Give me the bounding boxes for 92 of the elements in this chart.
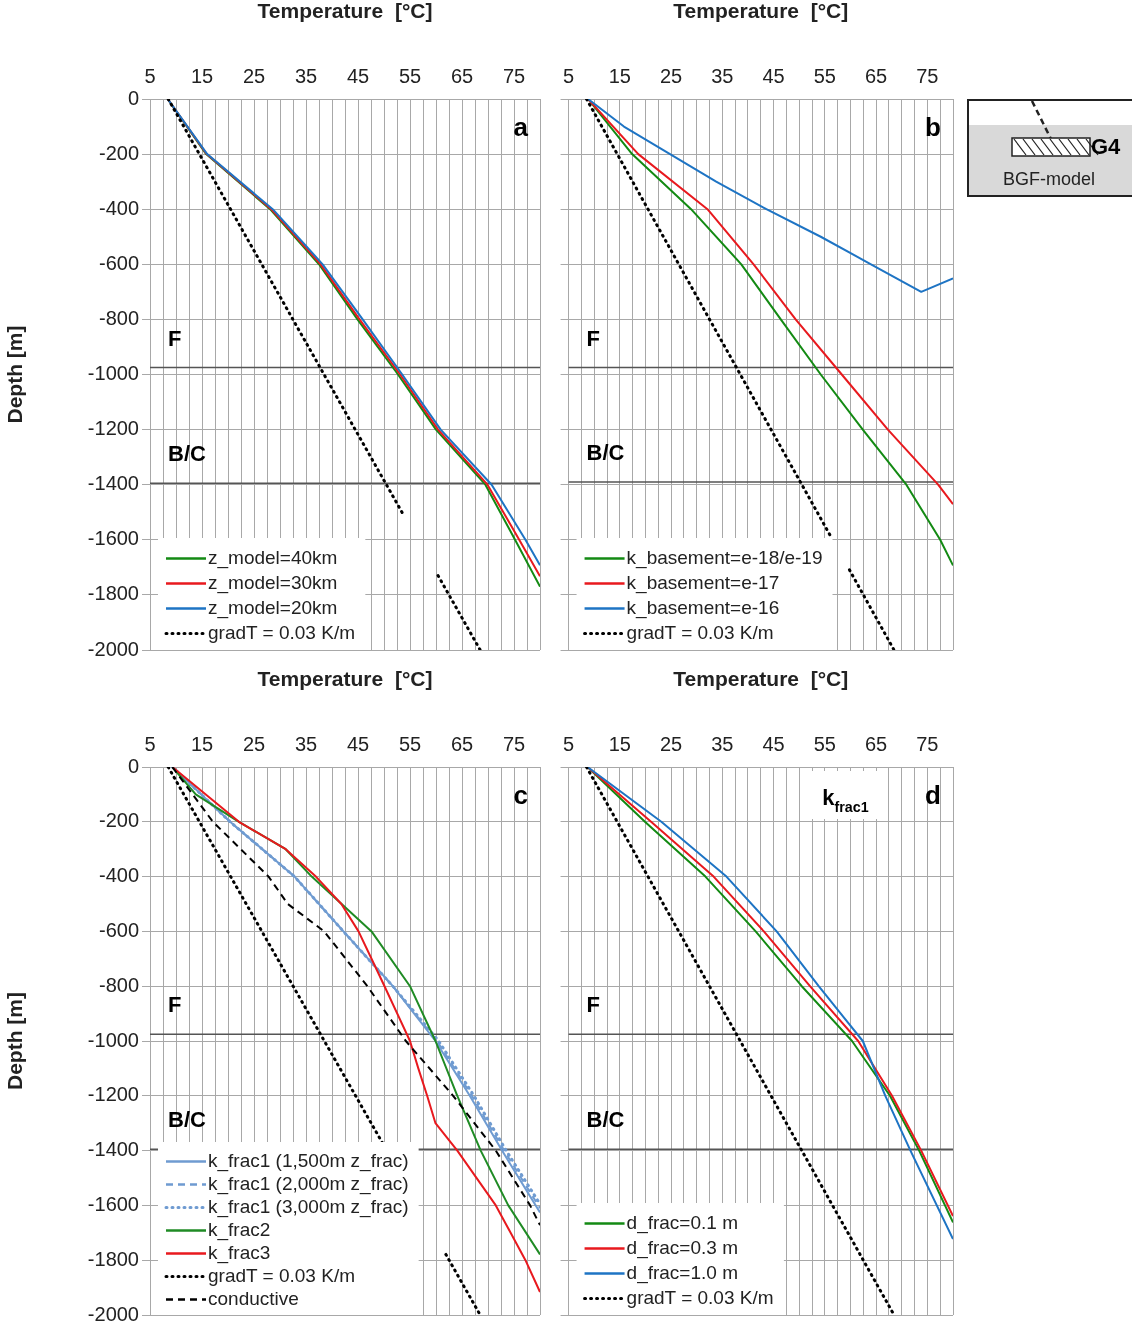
y-tick-label: -200: [98, 141, 139, 164]
x-tick-label: 35: [711, 64, 734, 87]
x-tick-label: 5: [144, 64, 156, 87]
x-axis-title: Temperature [°C]: [257, 0, 433, 23]
legend-label: k_frac2: [208, 1218, 271, 1241]
annotation: a: [513, 112, 529, 142]
x-axis-title: Temperature [°C]: [673, 667, 849, 691]
legend-label: k_basement=e-16: [626, 596, 780, 619]
x-axis-title: Temperature [°C]: [257, 667, 433, 691]
annotation: d: [925, 780, 942, 810]
legend-label: k_basement=e-18/e-19: [626, 546, 823, 569]
ref-line-label: B/C: [586, 1107, 625, 1133]
ref-line-label: B/C: [168, 441, 206, 467]
cross-section-sketch: G4 BGF-model: [967, 99, 1132, 197]
legend-label: k_frac1 (1,500m z_frac): [208, 1149, 409, 1172]
ref-line-label: F: [168, 992, 182, 1018]
x-tick-label: 15: [190, 732, 214, 755]
annotation: b: [925, 112, 942, 142]
y-tick-label: 0: [127, 754, 139, 777]
ref-line-label: F: [586, 992, 601, 1018]
x-tick-label: 25: [242, 64, 266, 87]
x-tick-label: 15: [608, 64, 631, 87]
ref-line-label: F: [586, 325, 601, 351]
x-tick-label: 35: [294, 64, 318, 87]
y-tick-label: -600: [98, 918, 139, 941]
y-tick-label: -1600: [87, 527, 139, 550]
x-tick-label: 25: [659, 64, 683, 87]
x-tick-label: 5: [563, 64, 575, 87]
x-tick-label: 15: [608, 732, 631, 755]
y-tick-label: -1200: [87, 1083, 139, 1106]
x-tick-label: 65: [864, 732, 888, 755]
x-tick-label: 15: [190, 64, 214, 87]
x-tick-label: 25: [242, 732, 266, 755]
legend-label: z_model=20km: [208, 596, 338, 619]
x-tick-label: 55: [813, 732, 836, 755]
y-tick-label: -1800: [87, 1247, 139, 1270]
y-tick-label: -1200: [87, 417, 139, 440]
x-tick-label: 25: [659, 732, 683, 755]
x-tick-label: 55: [398, 732, 422, 755]
x-tick-label: 45: [762, 64, 785, 87]
x-tick-label: 35: [711, 732, 734, 755]
legend-label: k_frac1 (2,000m z_frac): [208, 1172, 409, 1195]
ref-line-label: B/C: [586, 439, 625, 465]
ref-line-label: B/C: [168, 1107, 206, 1133]
x-tick-label: 35: [294, 732, 318, 755]
y-tick-label: -2000: [87, 1302, 139, 1325]
x-tick-label: 45: [346, 64, 370, 87]
y-tick-label: -200: [98, 809, 139, 832]
y-tick-label: -1800: [87, 582, 139, 605]
x-tick-label: 5: [563, 732, 575, 755]
legend-label: z_model=30km: [208, 571, 338, 594]
x-tick-label: 75: [916, 64, 939, 87]
x-tick-label: 75: [916, 732, 939, 755]
y-tick-label: -2000: [87, 637, 139, 660]
y-tick-label: -1400: [87, 1138, 139, 1161]
legend-label: gradT = 0.03 K/m: [626, 621, 774, 643]
y-axis-title: Depth [m]: [3, 992, 27, 1090]
x-tick-label: 75: [502, 64, 526, 87]
legend-label: d_frac=1.0 m: [626, 1261, 738, 1284]
x-tick-label: 45: [346, 732, 370, 755]
legend-label: gradT = 0.03 K/m: [208, 621, 355, 643]
legend-label: k_frac3: [208, 1241, 271, 1264]
x-axis-title: Temperature [°C]: [673, 0, 849, 23]
x-tick-label: 65: [450, 64, 474, 87]
y-tick-label: -400: [98, 864, 139, 887]
y-axis-title: Depth [m]: [3, 325, 27, 424]
y-tick-label: -800: [98, 973, 139, 996]
legend-label: gradT = 0.03 K/m: [208, 1264, 355, 1286]
legend-label: d_frac=0.1 m: [626, 1211, 738, 1234]
legend-label: gradT = 0.03 K/m: [626, 1286, 774, 1308]
y-tick-label: 0: [127, 86, 139, 109]
ref-line-label: F: [168, 325, 182, 351]
legend-label: d_frac=0.3 m: [626, 1236, 738, 1259]
legend-label: k_basement=e-17: [626, 571, 780, 594]
x-tick-label: 75: [502, 732, 526, 755]
x-tick-label: 55: [398, 64, 422, 87]
y-tick-label: -400: [98, 196, 139, 219]
y-tick-label: -1000: [87, 362, 139, 385]
legend-label: k_frac1 (3,000m z_frac): [208, 1195, 409, 1218]
y-tick-label: -600: [98, 251, 139, 274]
y-tick-label: -800: [98, 306, 139, 329]
annotation: c: [513, 780, 529, 810]
x-tick-label: 55: [813, 64, 836, 87]
y-tick-label: -1600: [87, 1192, 139, 1215]
legend-label: z_model=40km: [208, 546, 338, 569]
y-tick-label: -1400: [87, 472, 139, 495]
y-tick-label: -1000: [87, 1028, 139, 1051]
legend-label: conductive: [208, 1287, 299, 1309]
x-tick-label: 65: [864, 64, 888, 87]
x-tick-label: 65: [450, 732, 474, 755]
x-tick-label: 45: [762, 732, 785, 755]
x-tick-label: 5: [144, 732, 156, 755]
